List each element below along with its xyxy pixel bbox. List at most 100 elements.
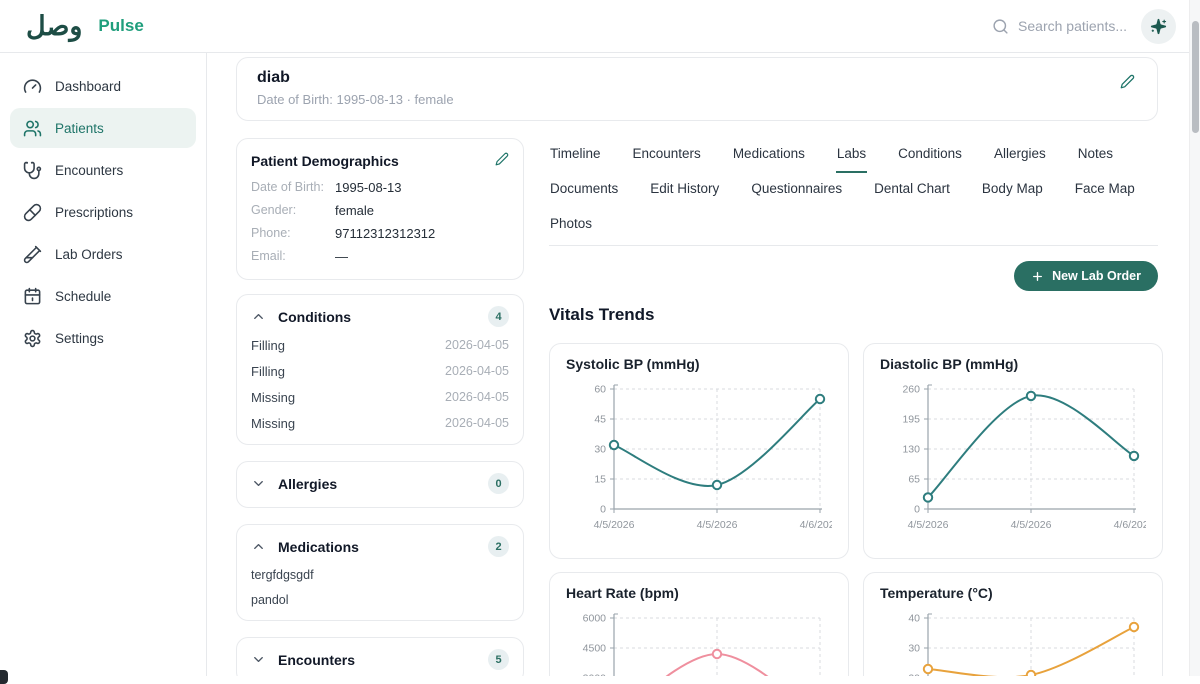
patient-subtitle: Date of Birth: 1995-08-13 · female xyxy=(257,92,1137,107)
sidebar-item-label: Patients xyxy=(55,121,104,136)
brand-name: Pulse xyxy=(98,16,143,36)
stethoscope-icon xyxy=(23,161,42,180)
item-date: 2026-04-05 xyxy=(445,390,509,405)
item-date: 2026-04-05 xyxy=(445,364,509,379)
item-date: 2026-04-05 xyxy=(445,338,509,353)
pencil-icon xyxy=(495,152,509,166)
tab-notes[interactable]: Notes xyxy=(1077,138,1114,173)
svg-text:4/5/2026: 4/5/2026 xyxy=(594,519,635,531)
card-title: Encounters xyxy=(278,652,476,668)
svg-text:4/6/2026: 4/6/2026 xyxy=(800,519,832,531)
svg-text:0: 0 xyxy=(600,504,606,516)
svg-text:130: 130 xyxy=(902,444,920,456)
data-point xyxy=(1027,671,1035,676)
tab-labs[interactable]: Labs xyxy=(836,138,867,173)
svg-text:260: 260 xyxy=(902,384,920,396)
brand-logo: وصل xyxy=(26,13,82,40)
tab-documents[interactable]: Documents xyxy=(549,173,619,208)
item-name: Missing xyxy=(251,416,295,431)
demographics-title: Patient Demographics xyxy=(251,153,399,169)
field-label: Email: xyxy=(251,249,335,264)
tab-encounters[interactable]: Encounters xyxy=(632,138,702,173)
svg-text:15: 15 xyxy=(594,474,606,486)
patient-detail-column: Timeline Encounters Medications Labs Conditi… xyxy=(549,138,1158,676)
tab-allergies[interactable]: Allergies xyxy=(993,138,1047,173)
card-count-badge: 0 xyxy=(488,473,509,494)
chart-title: Systolic BP (mmHg) xyxy=(566,356,832,372)
dev-badge xyxy=(0,670,8,684)
sidebar-item-lab-orders[interactable]: Lab Orders xyxy=(10,234,196,274)
card-count-badge: 5 xyxy=(488,649,509,670)
svg-text:20: 20 xyxy=(908,673,920,677)
edit-demographics-button[interactable] xyxy=(495,152,509,169)
chevron-up-icon xyxy=(251,309,266,324)
svg-text:30: 30 xyxy=(594,444,606,456)
chevron-up-icon xyxy=(251,539,266,554)
allergies-card-toggle[interactable]: Allergies 0 xyxy=(251,473,509,494)
svg-text:40: 40 xyxy=(908,613,920,625)
svg-text:3000: 3000 xyxy=(583,673,607,677)
tab-face-map[interactable]: Face Map xyxy=(1074,173,1136,208)
sidebar-item-encounters[interactable]: Encounters xyxy=(10,150,196,190)
sidebar-item-prescriptions[interactable]: Prescriptions xyxy=(10,192,196,232)
search-placeholder: Search patients... xyxy=(1018,18,1127,34)
item-name: Filling xyxy=(251,338,285,353)
tab-photos[interactable]: Photos xyxy=(549,208,593,243)
search-input[interactable]: Search patients... xyxy=(992,18,1127,35)
svg-text:4/5/2026: 4/5/2026 xyxy=(908,519,949,531)
conditions-card-toggle[interactable]: Conditions 4 xyxy=(251,306,509,327)
ai-assistant-button[interactable] xyxy=(1141,9,1176,44)
sidebar-item-label: Dashboard xyxy=(55,79,121,94)
tab-questionnaires[interactable]: Questionnaires xyxy=(750,173,843,208)
pencil-icon xyxy=(1120,74,1135,89)
field-value: 97112312312312 xyxy=(335,226,435,241)
tab-body-map[interactable]: Body Map xyxy=(981,173,1044,208)
new-lab-order-button[interactable]: New Lab Order xyxy=(1014,261,1158,291)
chart-card-temperature-c-: Temperature (°C)0102030404/5/20264/5/202… xyxy=(863,572,1163,676)
svg-text:4/6/2026: 4/6/2026 xyxy=(1114,519,1146,531)
chart-title: Temperature (°C) xyxy=(880,585,1146,601)
sidebar-item-patients[interactable]: Patients xyxy=(10,108,196,148)
edit-patient-button[interactable] xyxy=(1120,74,1135,92)
search-icon xyxy=(992,18,1009,35)
patient-header-card: diab Date of Birth: 1995-08-13 · female xyxy=(236,57,1158,121)
card-count-badge: 2 xyxy=(488,536,509,557)
demographics-row: Email:— xyxy=(251,249,509,264)
field-label: Gender: xyxy=(251,203,335,218)
sidebar-nav: Dashboard Patients Encounters Prescriptions… xyxy=(0,53,207,676)
scrollbar-thumb[interactable] xyxy=(1192,21,1199,133)
sidebar-item-label: Schedule xyxy=(55,289,111,304)
tab-conditions[interactable]: Conditions xyxy=(897,138,963,173)
calendar-icon xyxy=(23,287,42,306)
demographics-card: Patient Demographics Date of Birth:1995-… xyxy=(236,138,524,280)
sidebar-item-dashboard[interactable]: Dashboard xyxy=(10,66,196,106)
svg-text:30: 30 xyxy=(908,643,920,655)
field-label: Date of Birth: xyxy=(251,180,335,195)
card-title: Medications xyxy=(278,539,476,555)
svg-text:45: 45 xyxy=(594,414,606,426)
medications-card-toggle[interactable]: Medications 2 xyxy=(251,536,509,557)
sidebar-item-settings[interactable]: Settings xyxy=(10,318,196,358)
card-title: Allergies xyxy=(278,476,476,492)
chevron-down-icon xyxy=(251,476,266,491)
field-value: — xyxy=(335,249,348,264)
card-count-badge: 4 xyxy=(488,306,509,327)
tab-dental-chart[interactable]: Dental Chart xyxy=(873,173,951,208)
svg-text:0: 0 xyxy=(914,504,920,516)
card-title: Conditions xyxy=(278,309,476,325)
sidebar-item-label: Prescriptions xyxy=(55,205,133,220)
sidebar-item-schedule[interactable]: Schedule xyxy=(10,276,196,316)
patient-name: diab xyxy=(257,69,1137,87)
tab-medications[interactable]: Medications xyxy=(732,138,806,173)
tab-timeline[interactable]: Timeline xyxy=(549,138,602,173)
data-point xyxy=(924,493,932,501)
encounters-card-toggle[interactable]: Encounters 5 xyxy=(251,649,509,670)
brand: وصل Pulse xyxy=(0,13,144,40)
svg-text:65: 65 xyxy=(908,474,920,486)
tab-edit-history[interactable]: Edit History xyxy=(649,173,720,208)
